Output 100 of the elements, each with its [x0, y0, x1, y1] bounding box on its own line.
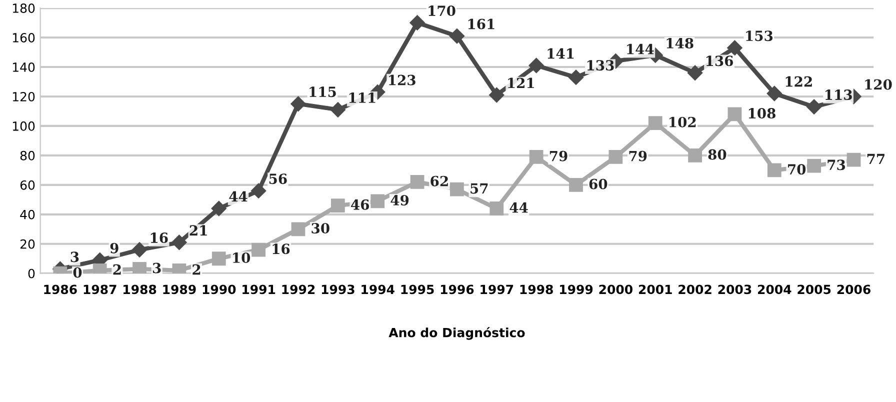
x-tick-label: 2004 [758, 284, 792, 294]
data-label: 113 [825, 90, 852, 100]
point [728, 107, 742, 122]
data-label: 73 [828, 160, 846, 170]
data-label: 120 [865, 79, 892, 90]
data-label: 44 [510, 202, 528, 213]
x-tick-label: 1995 [401, 284, 434, 294]
x-tick-label: 2000 [599, 284, 632, 294]
point [212, 252, 226, 266]
point [528, 58, 544, 74]
x-tick-label: 1999 [560, 284, 593, 294]
point [767, 163, 782, 178]
x-tick-label: 2006 [837, 284, 870, 294]
point [727, 40, 742, 56]
data-label: 57 [470, 183, 488, 194]
y-tick-label: 60 [20, 180, 35, 190]
data-label: 2 [113, 264, 121, 275]
data-label: 161 [468, 18, 494, 30]
data-label: 44 [229, 191, 248, 202]
point [410, 175, 424, 189]
point [370, 194, 385, 208]
x-tick-label: 1997 [480, 284, 514, 294]
data-label: 3 [152, 262, 161, 274]
data-label: 62 [430, 176, 448, 186]
x-tick-label: 1988 [124, 284, 156, 294]
x-tick-label: 1991 [242, 284, 276, 294]
y-tick-label: 0 [28, 268, 35, 278]
point [132, 262, 146, 274]
point [569, 178, 583, 192]
y-tick-label: 180 [12, 4, 35, 13]
data-label: 141 [548, 48, 574, 59]
data-label: 10 [233, 252, 250, 263]
point [687, 65, 703, 80]
x-tick-label: 2001 [638, 284, 672, 294]
x-tick-label: 1986 [44, 284, 77, 294]
x-tick-label: 1987 [84, 284, 116, 294]
point [450, 182, 464, 196]
data-label: 115 [310, 86, 336, 98]
point [291, 222, 306, 236]
data-label: 108 [748, 108, 776, 119]
data-label: 9 [110, 242, 118, 254]
point [688, 148, 702, 162]
y-tick-label: 80 [20, 150, 35, 160]
x-tick-label: 1993 [322, 284, 354, 294]
x-tick-label: 1994 [362, 284, 394, 294]
x-tick-label: 1989 [163, 284, 196, 294]
y-tick-label: 140 [12, 62, 35, 72]
data-label: 170 [428, 6, 456, 16]
point [211, 200, 226, 216]
data-label: 77 [867, 154, 884, 164]
data-label: 2 [192, 264, 200, 275]
data-label: 16 [150, 232, 168, 244]
point [766, 86, 782, 102]
point [529, 150, 544, 164]
x-tick-label: 1990 [202, 284, 236, 294]
data-label: 16 [272, 244, 290, 254]
x-tick-label: 1992 [282, 284, 315, 294]
y-tick-label: 40 [20, 210, 35, 220]
data-label: 0 [73, 267, 82, 278]
point [449, 28, 465, 44]
x-tick-label: 1998 [520, 284, 553, 294]
data-label: 136 [706, 56, 734, 66]
data-label: 153 [746, 30, 773, 42]
point [846, 152, 861, 167]
data-label: 49 [390, 194, 409, 206]
x-tick-label: 2003 [718, 284, 752, 294]
data-label: 122 [786, 76, 812, 87]
y-tick-label: 160 [12, 32, 35, 42]
data-label: 70 [788, 164, 806, 175]
x-axis-title: Ano do Diagnóstico [388, 327, 525, 340]
point [489, 87, 504, 103]
point [648, 116, 662, 130]
data-label: 144 [627, 44, 654, 54]
point [330, 102, 346, 118]
data-label: 30 [312, 223, 330, 234]
point [490, 202, 504, 216]
y-tick-label: 120 [12, 92, 35, 102]
data-label: 111 [349, 92, 376, 103]
point [250, 183, 266, 198]
point [290, 96, 306, 112]
data-label: 80 [708, 149, 726, 160]
point [132, 242, 148, 258]
x-tick-label: 2002 [678, 284, 712, 294]
data-label: 79 [550, 150, 568, 162]
point [807, 158, 822, 173]
data-label: 123 [389, 74, 416, 86]
y-tick-label: 100 [12, 121, 35, 131]
data-label: 79 [629, 150, 647, 162]
data-label: 3 [70, 252, 79, 262]
point [806, 99, 822, 114]
data-label: 60 [589, 178, 608, 190]
y-tick-label: 20 [20, 239, 35, 249]
data-label: 46 [350, 199, 369, 210]
point [252, 242, 266, 257]
data-label: 148 [666, 38, 694, 48]
point [410, 15, 425, 30]
x-tick-label: 2005 [798, 284, 831, 294]
data-label: 121 [508, 78, 534, 88]
data-label: 21 [190, 225, 207, 236]
point [172, 234, 187, 250]
